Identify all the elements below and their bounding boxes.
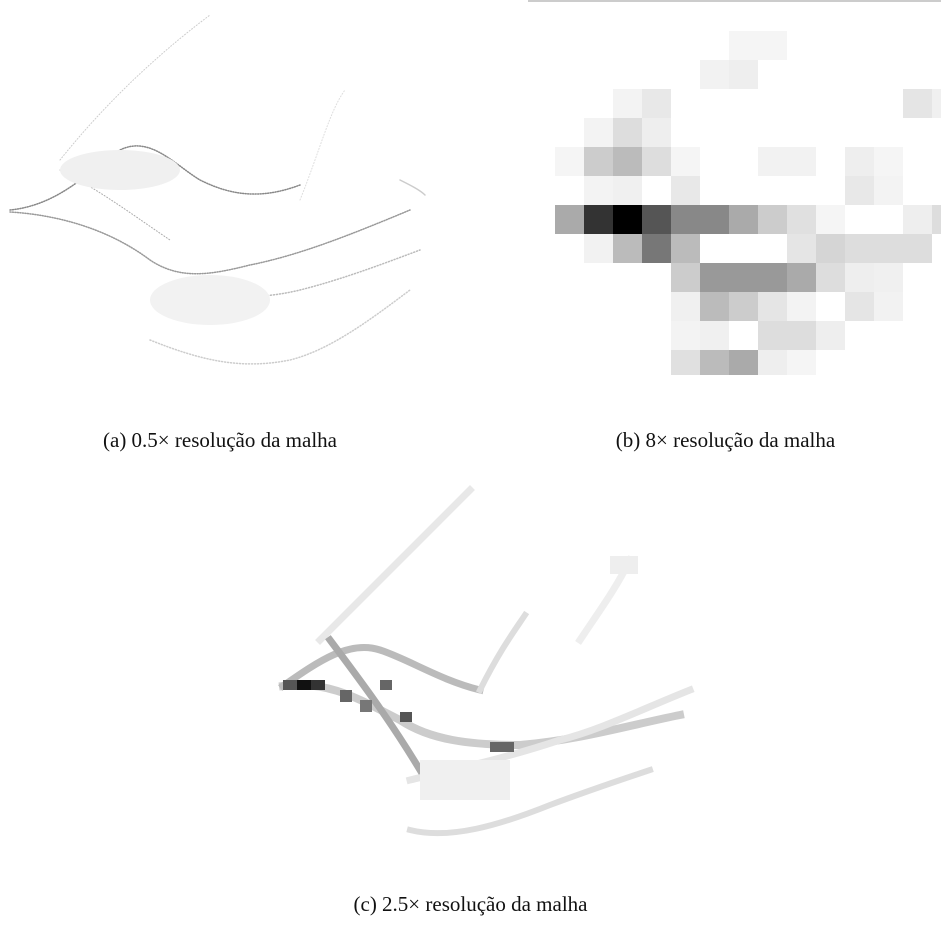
panel-b-image — [528, 0, 941, 375]
caption: (b) 8× resolução da malha — [615, 428, 836, 452]
caption: (a) 0.5× resolução da malha — [103, 428, 337, 452]
caption: (c) 2.5× resolução da malha — [353, 892, 588, 916]
panel-c-image — [278, 485, 695, 837]
panel-a-image — [9, 14, 426, 365]
